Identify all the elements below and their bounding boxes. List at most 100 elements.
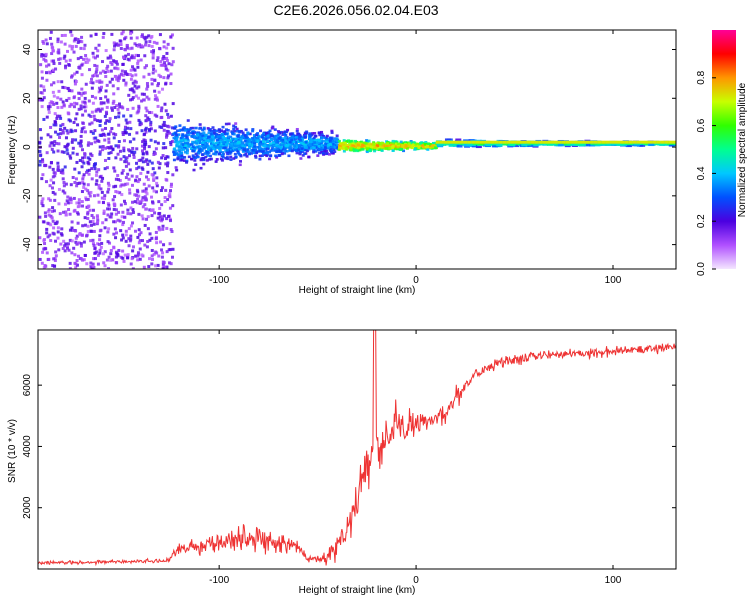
- heatmap-cell: [246, 148, 250, 152]
- heatmap-cell: [277, 137, 281, 140]
- heatmap-cell: [77, 233, 81, 237]
- heatmap-cell: [38, 257, 42, 261]
- heatmap-cell: [168, 192, 172, 196]
- heatmap-cell: [136, 61, 140, 65]
- heatmap-cell: [330, 145, 334, 149]
- heatmap-cell: [256, 150, 260, 153]
- heatmap-cell: [77, 107, 81, 111]
- heatmap-cell: [141, 217, 145, 221]
- heatmap-cell: [77, 171, 81, 175]
- heatmap-cell: [232, 157, 236, 160]
- heatmap-cell: [103, 126, 107, 130]
- heatmap-cell: [106, 207, 110, 211]
- heatmap-cell: [208, 158, 212, 161]
- heatmap-cell: [61, 100, 65, 104]
- heatmap-cell: [130, 97, 134, 101]
- heatmap-cell: [73, 167, 77, 171]
- heatmap-cell: [396, 143, 400, 147]
- heatmap-cell: [419, 141, 423, 145]
- heatmap-cell: [68, 261, 72, 265]
- heatmap-cell: [72, 246, 76, 250]
- heatmap-cell: [321, 152, 325, 155]
- heatmap-cell: [123, 202, 127, 206]
- heatmap-cell: [150, 257, 154, 261]
- heatmap-cell: [150, 262, 154, 266]
- heatmap-cell: [153, 129, 157, 133]
- heatmap-cell: [251, 137, 255, 140]
- heatmap-cell: [137, 118, 141, 122]
- heatmap-cell: [45, 251, 49, 255]
- heatmap-cell: [209, 157, 213, 161]
- heatmap-cell: [616, 140, 621, 144]
- heatmap-cell: [94, 109, 98, 113]
- heatmap-cell: [202, 126, 206, 130]
- heatmap-cell: [227, 148, 231, 151]
- spectrogram-frame: [37, 29, 677, 270]
- heatmap-cell: [407, 142, 411, 145]
- heatmap-cell: [41, 158, 45, 162]
- heatmap-cell: [122, 56, 126, 60]
- heatmap-cell: [61, 129, 65, 133]
- colorbar-ticks: 0.00.20.40.60.8: [696, 70, 716, 276]
- heatmap-cell: [112, 220, 116, 224]
- heatmap-cell: [166, 164, 170, 168]
- heatmap-cell: [401, 141, 405, 145]
- heatmap-cell: [212, 129, 216, 133]
- heatmap-cell: [136, 54, 140, 58]
- heatmap-cell: [225, 156, 229, 159]
- heatmap-cell: [99, 245, 103, 249]
- heatmap-cell: [98, 109, 102, 113]
- heatmap-cell: [131, 221, 135, 225]
- heatmap-cell: [44, 247, 48, 251]
- heatmap-cell: [170, 63, 174, 67]
- heatmap-cell: [90, 86, 94, 90]
- heatmap-cell: [50, 147, 54, 151]
- heatmap-cell: [90, 267, 94, 269]
- heatmap-cell: [145, 245, 149, 249]
- heatmap-cell: [199, 158, 203, 162]
- heatmap-cell: [219, 157, 223, 161]
- heatmap-cell: [151, 56, 155, 60]
- heatmap-cell: [146, 178, 150, 182]
- heatmap-cell: [84, 54, 88, 58]
- heatmap-cell: [407, 145, 411, 149]
- heatmap-cell: [107, 203, 111, 207]
- heatmap-cell: [153, 152, 157, 156]
- heatmap-cell: [561, 140, 566, 144]
- heatmap-cell: [336, 146, 340, 149]
- heatmap-cell: [91, 262, 95, 266]
- heatmap-cell: [53, 174, 57, 178]
- heatmap-cell: [119, 72, 123, 76]
- heatmap-cell: [142, 35, 146, 39]
- heatmap-cell: [273, 128, 277, 131]
- heatmap-cell: [138, 201, 142, 205]
- heatmap-cell: [254, 156, 258, 159]
- heatmap-cell: [237, 129, 241, 133]
- heatmap-cell: [60, 227, 64, 231]
- heatmap-cell: [234, 122, 238, 125]
- heatmap-cell: [143, 145, 147, 149]
- heatmap-cell: [139, 231, 143, 235]
- heatmap-cell: [498, 140, 503, 144]
- heatmap-cell: [69, 30, 73, 34]
- heatmap-cell: [367, 139, 371, 143]
- heatmap-cell: [220, 134, 224, 138]
- heatmap-cell: [300, 147, 304, 150]
- heatmap-cell: [612, 140, 617, 144]
- heatmap-cell: [120, 32, 124, 36]
- heatmap-cell: [118, 39, 122, 43]
- heatmap-cell: [310, 133, 314, 137]
- heatmap-cell: [63, 191, 67, 195]
- heatmap-cell: [59, 242, 63, 246]
- heatmap-cell: [172, 158, 176, 162]
- heatmap-cell: [605, 140, 610, 144]
- heatmap-cell: [159, 188, 163, 192]
- heatmap-cell: [307, 147, 311, 151]
- heatmap-cell: [273, 140, 277, 144]
- heatmap-cell: [106, 56, 110, 60]
- heatmap-cell: [258, 157, 262, 161]
- heatmap-cell: [299, 157, 303, 160]
- heatmap-cell: [103, 158, 107, 162]
- heatmap-cell: [356, 142, 360, 145]
- heatmap-cell: [117, 111, 121, 115]
